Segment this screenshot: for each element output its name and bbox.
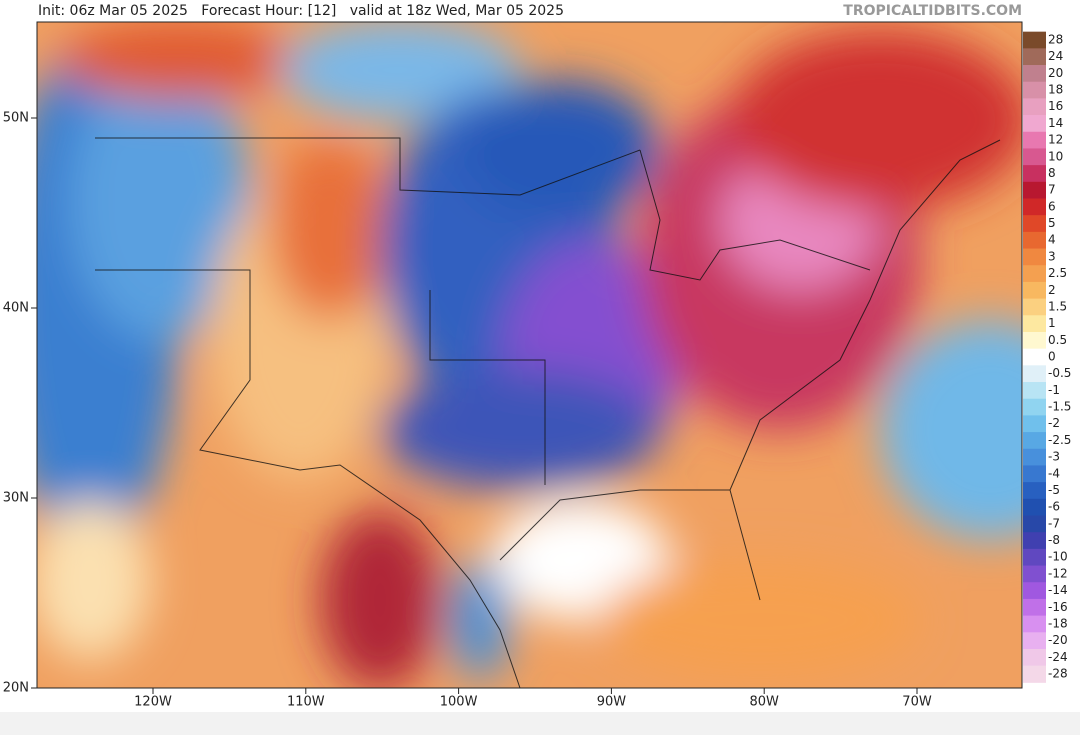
colorbar-label: -4 [1048,466,1060,480]
colorbar-label: 12 [1048,133,1063,147]
colorbar-label: 14 [1048,116,1063,130]
colorbar-label: 24 [1048,49,1063,63]
map-field [37,22,1022,688]
colorbar-label: -1 [1048,383,1060,397]
colorbar-swatch [1023,48,1046,66]
lat-label: 20N [3,681,29,696]
colorbar-swatch [1023,65,1046,83]
colorbar-swatch [1023,365,1046,383]
colorbar-swatch [1023,315,1046,333]
lon-label: 70W [902,695,932,710]
colorbar-swatch [1023,515,1046,533]
lon-label: 120W [134,695,172,710]
lon-label: 110W [287,695,325,710]
lon-label: 90W [597,695,627,710]
colorbar-swatch [1023,648,1046,667]
colorbar-swatch [1023,432,1046,450]
colorbar-label: 3 [1048,249,1056,263]
colorbar-label: 18 [1048,83,1063,97]
colorbar-swatch [1023,198,1046,216]
colorbar-label: -10 [1048,550,1068,564]
colorbar-label: -3 [1048,450,1060,464]
colorbar-label: -14 [1048,583,1068,597]
colorbar-swatch [1023,532,1046,550]
colorbar-swatch [1023,665,1046,683]
colorbar-swatch [1023,215,1046,233]
lat-label: 50N [3,111,29,126]
colorbar-label: 2.5 [1048,266,1067,280]
colorbar-label: -20 [1048,633,1068,647]
colorbar-label: 6 [1048,199,1056,213]
colorbar-label: -5 [1048,483,1060,497]
lon-label: 80W [749,695,779,710]
colorbar-swatch [1023,415,1046,433]
colorbar-swatch [1023,115,1046,133]
colorbar-label: 1 [1048,316,1056,330]
colorbar-label: 2 [1048,283,1056,297]
colorbar-label: -0.5 [1048,366,1071,380]
colorbar-label: 10 [1048,149,1063,163]
colorbar-label: -6 [1048,500,1060,514]
colorbar-swatch [1023,98,1046,116]
colorbar-label: -2 [1048,416,1060,430]
watermark: TROPICALTIDBITS.COM [843,3,1022,19]
colorbar-swatch [1023,265,1046,283]
colorbar-swatch [1023,231,1046,250]
bottom-strip [0,712,1080,735]
colorbar-label: -1.5 [1048,400,1071,414]
colorbar-label: 1.5 [1048,299,1067,313]
colorbar-swatch [1023,131,1046,149]
colorbar-swatch [1023,382,1046,400]
colorbar-label: -28 [1048,667,1068,681]
lat-label: 30N [3,491,29,506]
colorbar-label: -7 [1048,516,1060,530]
colorbar-label: 28 [1048,33,1063,47]
colorbar-swatch [1023,548,1046,567]
colorbar-swatch [1023,398,1046,416]
colorbar-swatch [1023,348,1046,366]
colorbar-swatch [1023,181,1046,199]
colorbar-label: 8 [1048,166,1056,180]
colorbar-swatch [1023,165,1046,183]
colorbar-label: 20 [1048,66,1063,80]
lat-label: 40N [3,301,29,316]
colorbar-swatch [1023,448,1046,466]
colorbar-swatch [1023,498,1046,516]
colorbar-swatch [1023,482,1046,500]
lon-label: 100W [440,695,478,710]
colorbar-label: 5 [1048,216,1056,230]
colorbar-label: 0.5 [1048,333,1067,347]
colorbar-swatch [1023,298,1046,316]
colorbar-swatch [1023,565,1046,583]
header-text: Init: 06z Mar 05 2025 Forecast Hour: [12… [38,3,564,19]
colorbar-label: -2.5 [1048,433,1071,447]
colorbar-label: -8 [1048,533,1060,547]
colorbar-swatch [1023,582,1046,600]
map-frame [36,21,1023,689]
colorbar-label: -16 [1048,600,1068,614]
colorbar-swatch [1023,281,1046,300]
colorbar-swatch [1023,615,1046,633]
colorbar-swatch [1023,632,1046,650]
colorbar-label: 4 [1048,233,1056,247]
colorbar-swatch [1023,331,1046,350]
colorbar-label: -18 [1048,616,1068,630]
colorbar-label: -12 [1048,566,1068,580]
colorbar-swatch [1023,31,1046,49]
colorbar-label: 0 [1048,350,1056,364]
colorbar-label: 16 [1048,99,1063,113]
colorbar-swatch [1023,598,1046,617]
colorbar-swatch [1023,465,1046,483]
colorbar-swatch [1023,248,1046,266]
colorbar-swatch [1023,81,1046,99]
colorbar-label: 7 [1048,183,1056,197]
colorbar-swatch [1023,148,1046,166]
colorbar-label: -24 [1048,650,1068,664]
